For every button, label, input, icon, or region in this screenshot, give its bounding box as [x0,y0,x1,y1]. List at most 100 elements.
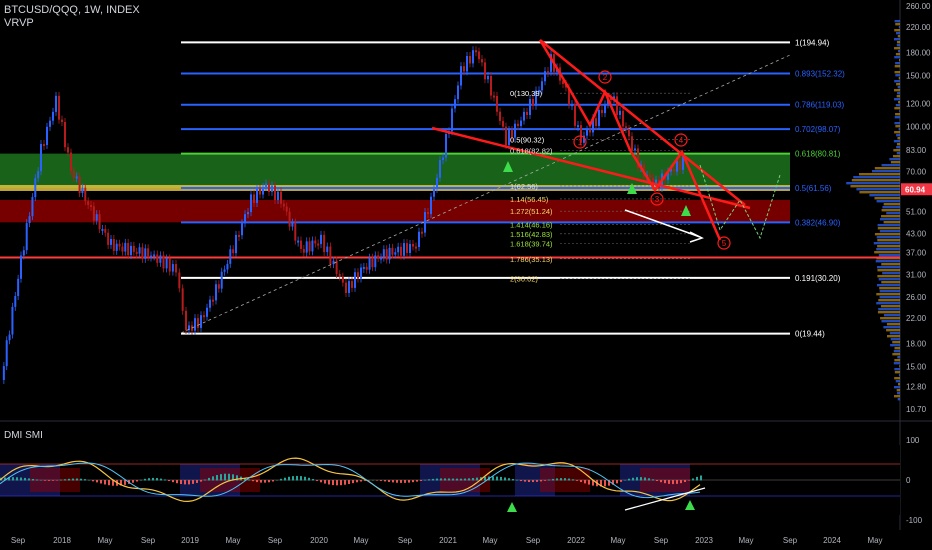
histogram-bar [216,475,218,481]
indicator-label[interactable]: VRVP [4,17,34,29]
volume-bar [897,35,900,38]
histogram-bar [640,477,642,481]
smi-line [0,457,701,503]
candle-body [320,234,322,245]
candle-body [300,240,302,249]
histogram-bar [348,480,350,485]
candle-body [215,284,217,301]
histogram-bar [396,480,398,483]
candle-body [124,242,127,252]
candle-body [445,134,447,158]
histogram-bar [248,479,250,481]
volume-bar [877,245,900,248]
histogram-bar [140,479,142,481]
time-axis[interactable]: Sep 2018 May Sep 2019 May Sep 2020 May Sep 2021 May… [11,536,883,545]
histogram-bar [612,480,614,485]
histogram-bar [532,480,534,483]
volume-bar [878,278,900,281]
candle-body [110,239,112,245]
candle-body [37,171,40,179]
time-tick: 2020 [310,536,328,545]
volume-bar [894,89,900,92]
volume-bar [853,176,900,179]
volume-bar [877,227,900,230]
histogram-bar [88,479,90,481]
histogram-bar [136,480,138,482]
candle-body [511,130,513,138]
subpane-title[interactable]: DMI SMI [4,430,43,441]
volume-bar [894,80,900,83]
wave-circle [573,135,587,149]
candle-body [165,258,168,269]
candle-body [676,160,678,172]
volume-bar [895,380,900,383]
candle-body [144,248,147,259]
time-tick: May [738,536,753,545]
descending-trendline [539,39,746,206]
candle-body [586,129,588,136]
candle-body [118,243,121,247]
candle-body [357,272,359,279]
histogram-bar [284,477,286,481]
candle-body [61,119,63,123]
candle-body [682,156,684,170]
volume-bar [875,260,900,263]
candle-body [2,366,5,380]
histogram-bar [668,480,670,484]
histogram-bar [400,480,402,483]
price-tick: 26.00 [906,293,927,302]
volume-bar [869,194,900,197]
candle-body [532,99,534,106]
volume-bar [896,392,900,395]
time-tick: 2021 [439,536,457,545]
histogram-bar [280,478,282,481]
candle-body [613,96,615,100]
candle-body [580,125,582,143]
volume-bar [898,26,900,29]
candle-body [475,50,477,53]
histogram-bar [524,480,526,482]
histogram-bar [336,480,338,486]
candle-body [374,255,377,268]
histogram-bar [600,480,602,487]
histogram-bar [656,480,658,482]
candle-body [178,272,181,289]
histogram-bar [268,480,270,483]
volume-bar [892,341,900,344]
volume-bar [859,191,900,194]
volume-bar [892,353,900,356]
candle-body [496,95,498,112]
histogram-bar [356,480,358,483]
histogram-bar [96,480,98,483]
histogram-bar [288,476,290,481]
histogram-bar [200,480,202,482]
candle-body [220,271,223,289]
volume-bar [874,197,900,200]
histogram-bar [652,479,654,481]
price-axis[interactable]: 260.00 220.00 180.00 150.00 120.00 100.00 83.0… [901,2,932,414]
histogram-bar [328,480,330,485]
candle-body [253,194,255,203]
histogram-bar [48,480,50,481]
candle-body [403,243,405,256]
histogram-bar [700,475,702,481]
fib-label: 0.382(46.90) [795,218,841,227]
volume-bar [893,350,900,353]
histogram-bar [320,480,322,483]
histogram-bar [204,479,206,481]
candle-body [345,282,347,293]
rocket-icon [627,183,637,194]
candle-body [637,148,639,168]
histogram-bar [584,480,586,484]
candle-body [162,255,165,269]
candle-body [78,176,81,194]
volume-bar [894,359,900,362]
price-tick: 15.00 [906,362,927,371]
volume-bar [889,332,900,335]
time-tick: May [482,536,497,545]
candle-body [589,129,591,133]
candle-body [127,242,130,256]
symbol-line[interactable]: BTCUSD/QQQ, 1W, INDEX [4,4,140,16]
candle-body [92,206,95,221]
